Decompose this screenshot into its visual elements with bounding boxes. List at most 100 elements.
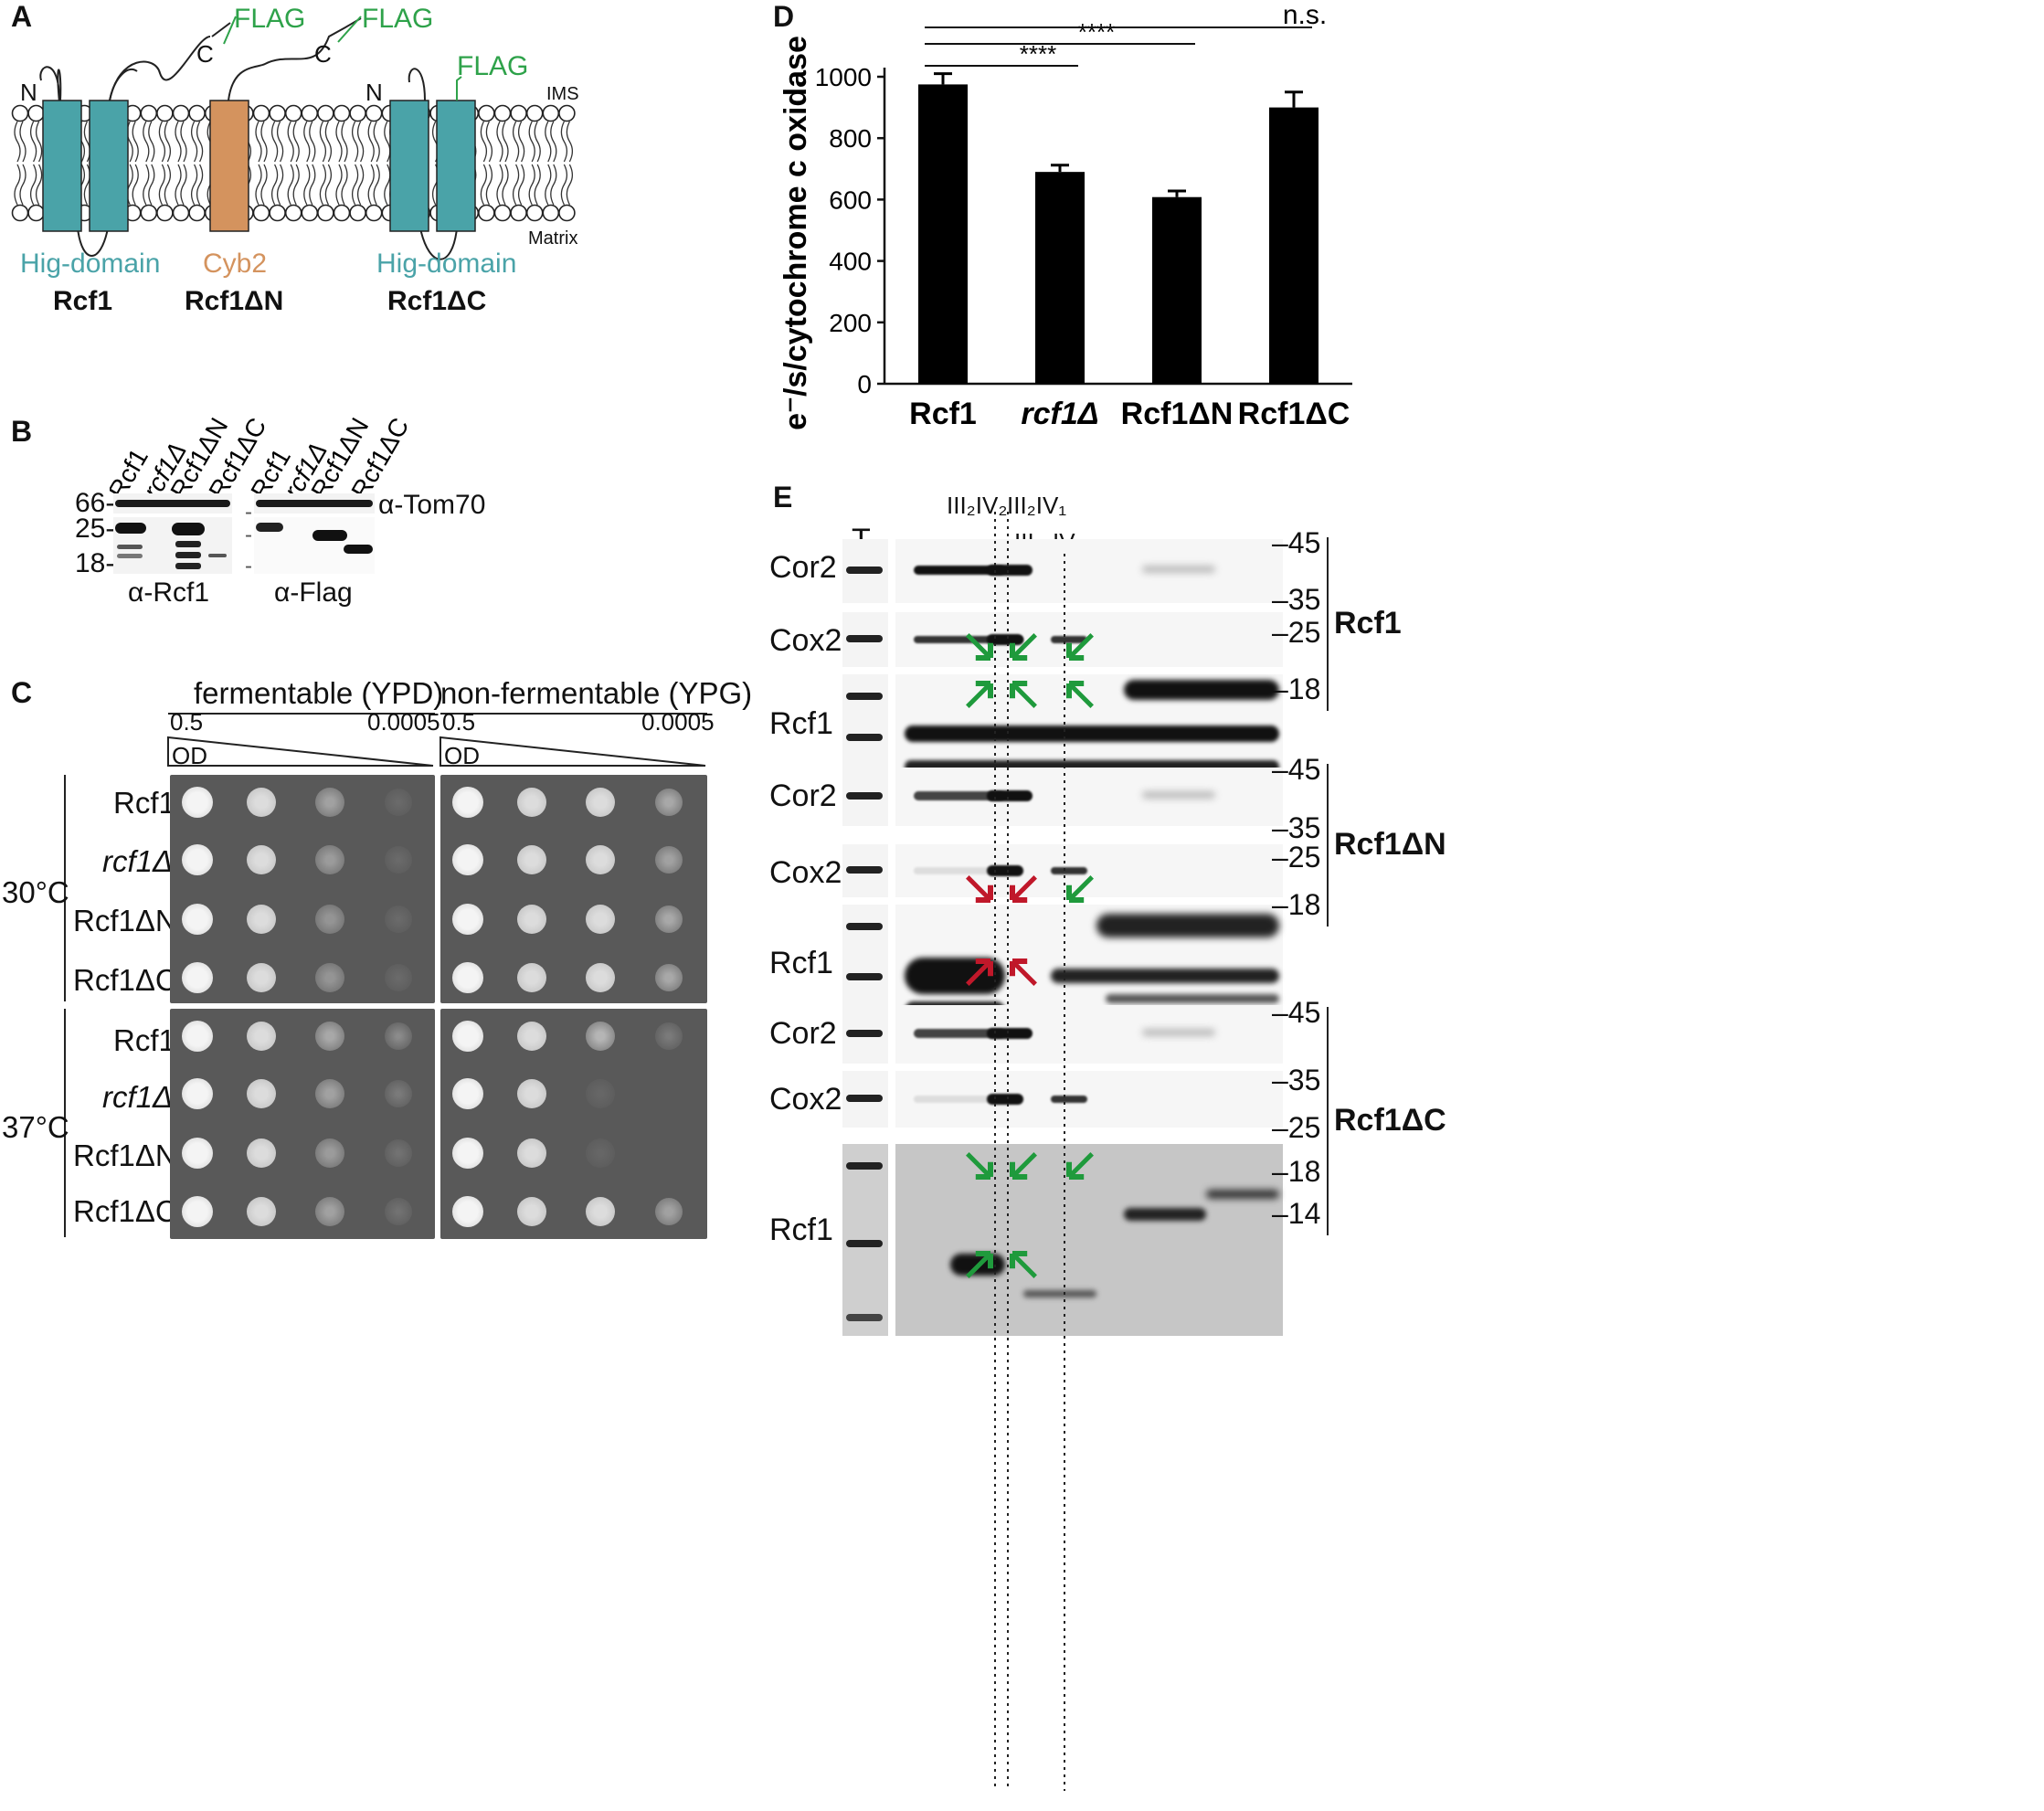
gel-group-bracket: [1327, 537, 1329, 711]
gel-total-lane: [842, 612, 888, 667]
gel-arrow: [966, 633, 993, 661]
marker-tick: -: [245, 500, 252, 524]
panel-label-b: B: [11, 415, 33, 448]
yeast-spot: [452, 962, 483, 993]
strain-rcf1dc-37: Rcf1ΔC: [73, 1194, 177, 1228]
gel-band: [914, 636, 1023, 643]
yeast-spot: [315, 845, 344, 874]
gel-strip: [895, 1144, 1283, 1336]
yeast-spot: [385, 964, 412, 991]
gel-arrow: [1066, 681, 1094, 708]
rcf1-construct-name: Rcf1: [53, 286, 113, 316]
gel-arrow: [1066, 1152, 1094, 1180]
yeast-spot: [517, 963, 546, 992]
yeast-spot: [385, 846, 412, 874]
yeast-spot: [315, 788, 344, 817]
gel-total-lane: [842, 539, 888, 603]
ypg-od-label: OD: [444, 742, 480, 769]
gel-arrow: [1066, 875, 1094, 903]
gel-total-lane: [842, 844, 888, 897]
yeast-spot: [655, 789, 683, 816]
gel-band: [905, 725, 1279, 742]
gel-band: [1142, 791, 1215, 799]
yeast-spot: [655, 906, 683, 933]
yeast-spot: [586, 1197, 615, 1226]
yeast-spot: [452, 1138, 483, 1169]
temp-37-label: 37°C: [2, 1110, 69, 1144]
gel-arrow: [1010, 681, 1037, 708]
gel-arrow: [966, 1152, 993, 1180]
gel-total-lane: [842, 1144, 888, 1336]
strain-rcf1dc-30: Rcf1ΔC: [73, 963, 177, 997]
yeast-spot: [385, 1022, 412, 1050]
matrix-label: Matrix: [528, 228, 578, 249]
gel-band: [846, 1240, 883, 1247]
yeast-spot: [517, 1197, 546, 1226]
gel-marker-25: –25: [1272, 1111, 1321, 1144]
gel-band: [846, 1095, 883, 1102]
medium-ypg-label: non-fermentable (YPG): [440, 676, 753, 710]
chart-bar: [1035, 172, 1085, 384]
ypd-rule: [168, 713, 435, 715]
gel-marker-35: –35: [1272, 811, 1321, 844]
chart-x-tick-label: rcf1Δ: [1021, 397, 1098, 431]
temp-30-label: 30°C: [2, 875, 69, 909]
gel-protein-label-cor2: Cor2: [769, 778, 837, 813]
yeast-spot: [655, 964, 683, 991]
gel-band: [1051, 1096, 1087, 1103]
yeast-spot: [385, 1198, 412, 1225]
gel-band: [1206, 1190, 1279, 1199]
yeast-spot: [517, 1138, 546, 1168]
gel-marker-18: –18: [1272, 1155, 1321, 1188]
gel-band: [846, 693, 883, 700]
yeast-spot: [182, 787, 213, 818]
yeast-spot: [182, 1196, 213, 1227]
yeast-spot: [315, 963, 344, 992]
gel-band: [846, 635, 883, 642]
yeast-spot: [452, 904, 483, 935]
yeast-spot: [247, 788, 276, 817]
ypd-od-label: OD: [172, 742, 207, 769]
yeast-spot: [452, 787, 483, 818]
chart-x-tick-label: Rcf1: [909, 397, 977, 431]
strain-rcf1-37: Rcf1: [113, 1023, 175, 1057]
gel-protein-label-rcf1: Rcf1: [769, 1213, 833, 1247]
yeast-spot: [586, 905, 615, 934]
yeast-spot: [517, 845, 546, 874]
plate-ypd-30: [170, 775, 435, 1003]
strain-rcf1d-30: rcf1Δ: [102, 844, 174, 878]
yeast-spot: [182, 904, 213, 935]
gel-strip: [895, 1071, 1283, 1128]
gel-marker-18: –18: [1272, 673, 1321, 705]
rcf1dc-domain-label: Hig-domain: [376, 249, 517, 279]
gel-group-label: Rcf1ΔN: [1334, 827, 1446, 862]
gel-guides: [966, 512, 1094, 1791]
rcf1dn-domain-label: Cyb2: [203, 249, 268, 279]
yeast-spot: [182, 962, 213, 993]
gel-band: [846, 866, 883, 874]
gel-group-label: Rcf1ΔC: [1334, 1103, 1446, 1138]
yeast-spot: [182, 1078, 213, 1109]
plate-ypd-37: [170, 1009, 435, 1239]
marker-18: 18-: [75, 548, 115, 578]
gel-marker-45: –45: [1272, 996, 1321, 1029]
strain-rcf1-30: Rcf1: [113, 786, 175, 820]
gel-marker-18: –18: [1272, 888, 1321, 921]
gel-group-bracket: [1327, 764, 1329, 927]
medium-ypd-label: fermentable (YPD): [194, 676, 444, 710]
gel-band: [1142, 1029, 1215, 1036]
rcf1dn-c-terminus: C: [314, 40, 332, 68]
gel-band: [1051, 969, 1279, 983]
chart-significance-label: ****: [1078, 18, 1115, 46]
chart-y-tick-label: 800: [829, 124, 872, 153]
gel-band: [914, 566, 1005, 575]
gel-band: [1124, 1208, 1206, 1221]
chart-significance-label: n.s.: [1283, 0, 1327, 30]
yeast-spot: [385, 906, 412, 933]
marker-25: 25-: [75, 514, 115, 544]
complex-label-iii2iv2: III₂IV₂: [947, 492, 1008, 519]
gel-marker-45: –45: [1272, 753, 1321, 786]
chart-y-tick-label: 0: [857, 370, 872, 398]
yeast-spot: [385, 789, 412, 816]
gel-band: [846, 567, 883, 574]
